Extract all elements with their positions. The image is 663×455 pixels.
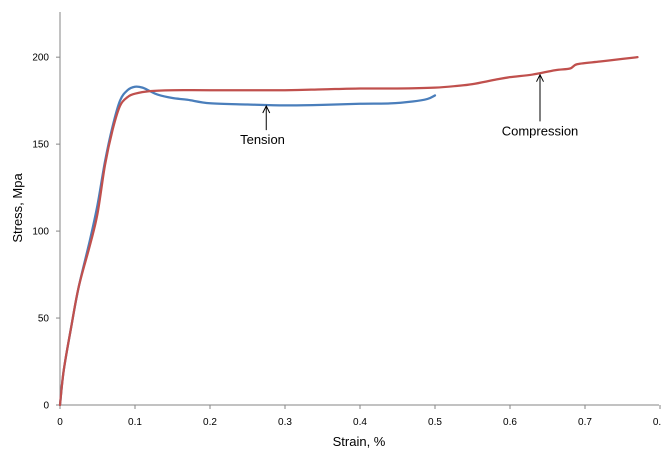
annotations: Tension Compression — [240, 73, 579, 147]
y-axis-label: Stress, Mpa — [10, 173, 25, 243]
x-axis-label: Strain, % — [333, 434, 386, 449]
y-tick-label: 150 — [32, 140, 49, 151]
compression-arrow-head — [536, 73, 544, 82]
compression-series-line — [58, 56, 639, 407]
series — [58, 56, 639, 407]
x-tick-label: 0.4 — [353, 417, 367, 428]
y-tick-label: 50 — [38, 314, 50, 325]
x-tick-label: 0.1 — [128, 417, 142, 428]
y-tick-label: 100 — [32, 227, 49, 238]
x-tick-label: 0. — [653, 417, 661, 428]
axes — [59, 12, 659, 406]
tension-annotation-label: Tension — [240, 132, 285, 147]
x-tick-label: 0.7 — [578, 417, 592, 428]
x-tick-label: 0.5 — [428, 417, 442, 428]
x-tick-label: 0.6 — [503, 417, 517, 428]
ticks: 0 0.1 0.2 0.3 0.4 0.5 0.6 0.7 0. 0 50 100 150 200 — [32, 53, 661, 428]
x-tick-label: 0 — [57, 417, 63, 428]
tension-arrow-head — [262, 104, 271, 114]
x-tick-label: 0.3 — [278, 417, 292, 428]
y-tick-label: 0 — [43, 401, 49, 412]
y-tick-label: 200 — [32, 53, 49, 64]
compression-annotation-label: Compression — [502, 123, 579, 138]
x-tick-label: 0.2 — [203, 417, 217, 428]
